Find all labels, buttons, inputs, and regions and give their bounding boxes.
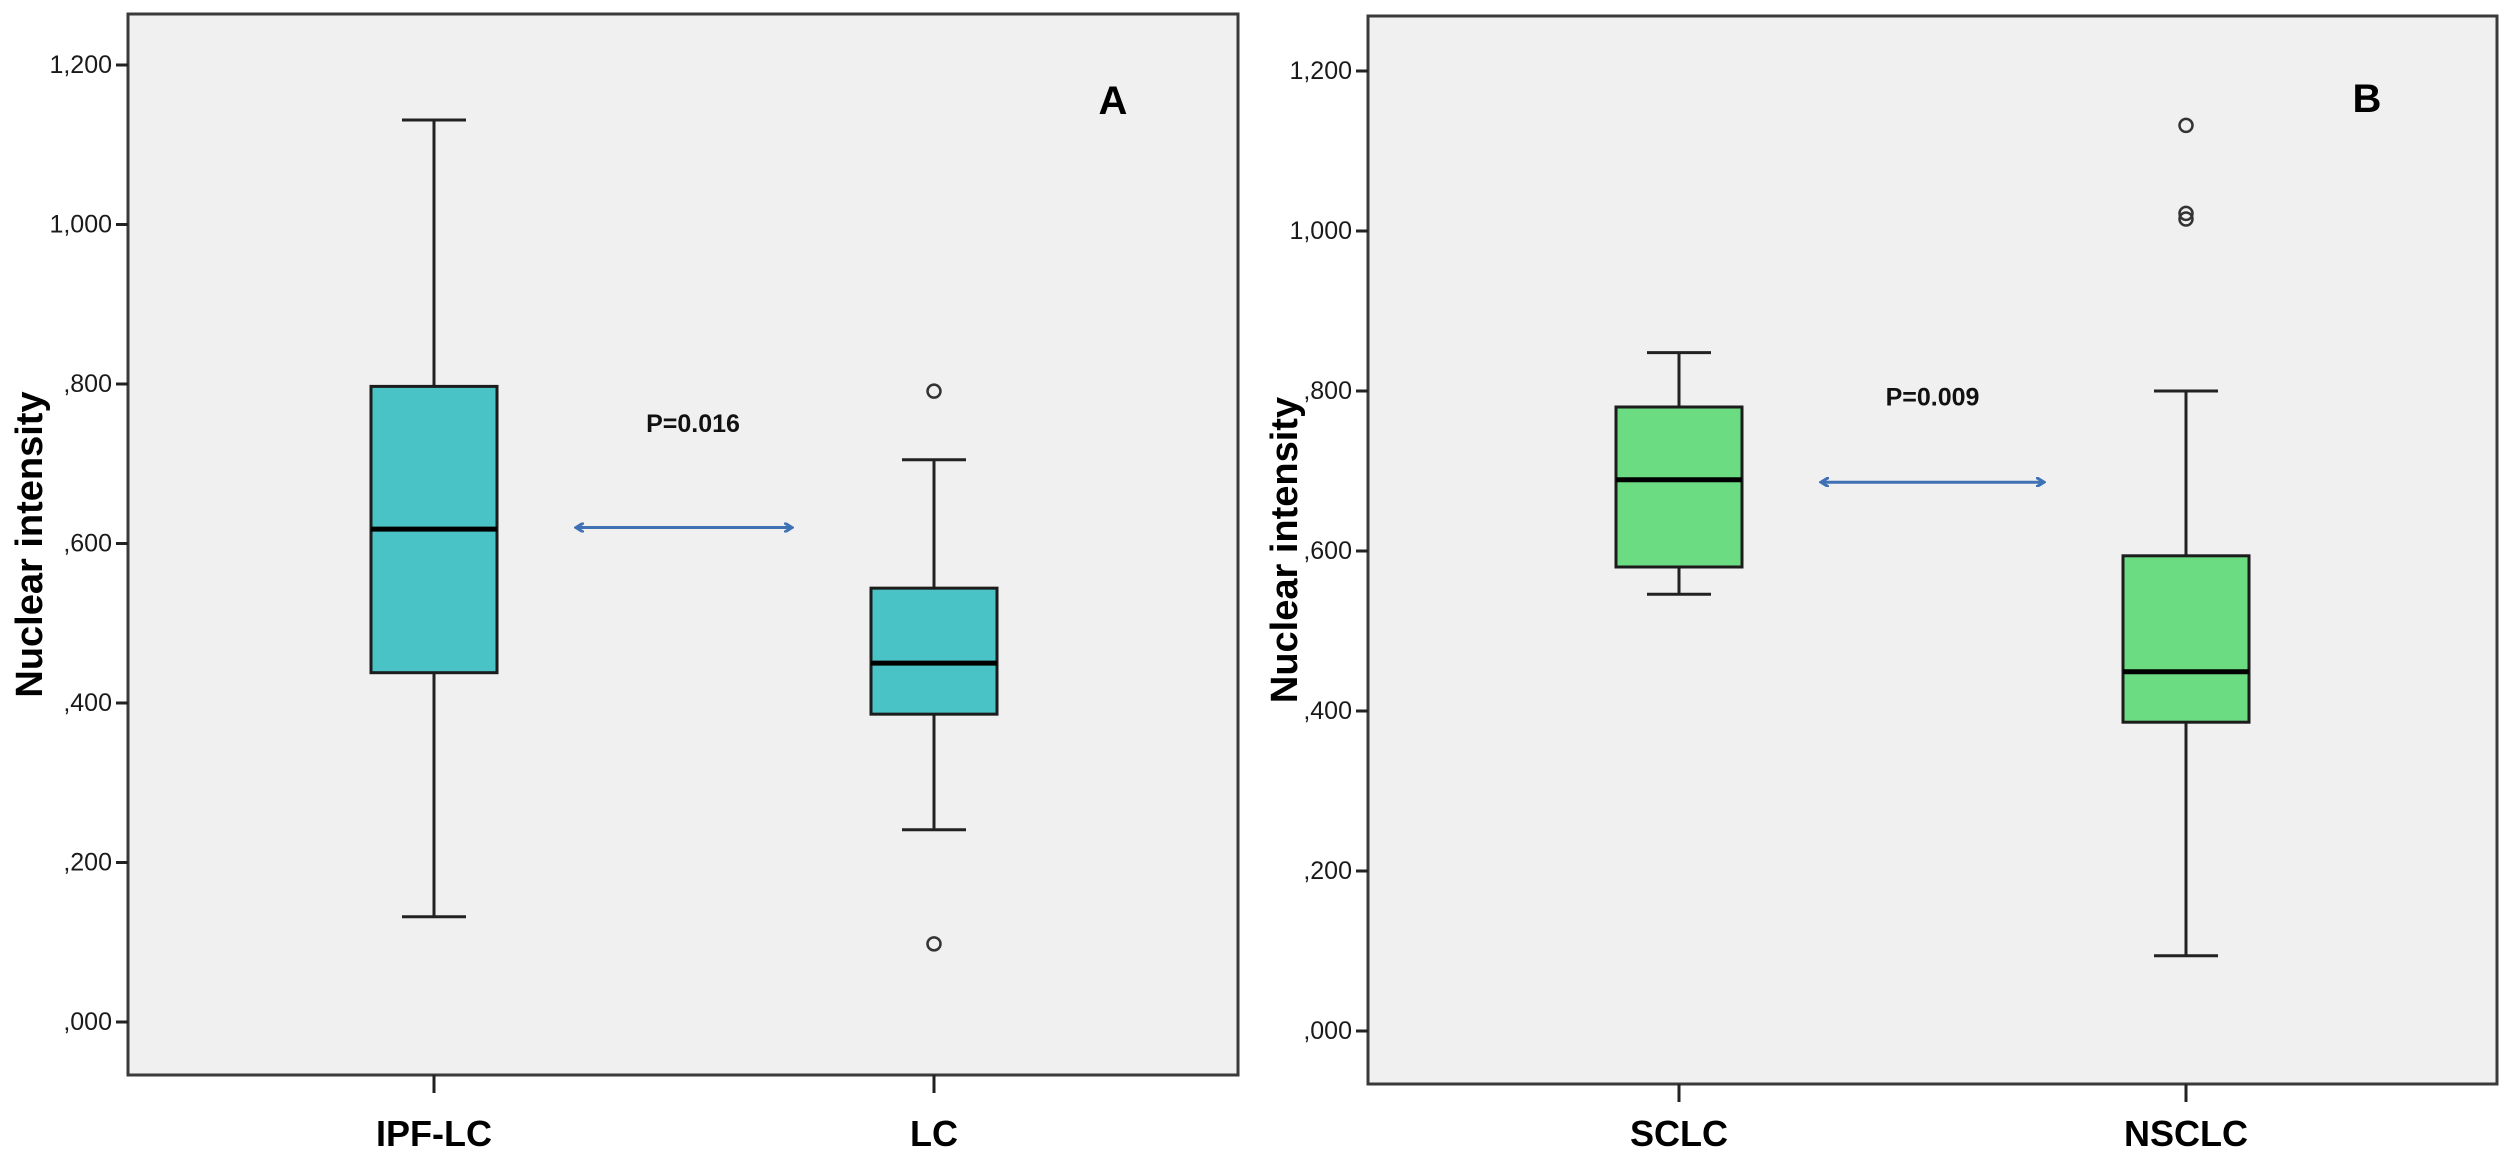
y-tick-label: 1,000 [1289, 217, 1352, 245]
p-value-label-a: P=0.016 [646, 410, 740, 438]
y-tick-label: ,000 [63, 1008, 112, 1036]
y-tick-label: 1,200 [1289, 57, 1352, 85]
iqr-box [1614, 405, 1744, 569]
boxplot-sclc [1614, 351, 1744, 596]
y-tick-label: ,400 [63, 689, 112, 717]
y-tick-label: ,400 [1303, 697, 1352, 725]
outlier-point [2178, 205, 2194, 222]
outlier-point [2178, 117, 2194, 134]
outlier-point [926, 936, 942, 952]
y-tick-label: ,000 [1303, 1017, 1352, 1045]
boxplot-ipf-lc [369, 118, 499, 919]
category-label-nsclc: NSCLC [2124, 1113, 2248, 1154]
category-label-lc: LC [910, 1113, 958, 1154]
y-tick-label: 1,000 [49, 211, 112, 239]
boxplot-lc [869, 383, 999, 952]
iqr-box [869, 586, 999, 716]
panel-b: Nuclear intensity B P=0.009 ,000 ,200 ,400… [1264, 14, 2499, 1154]
plot-area-b [1366, 14, 2499, 1086]
outlier-point [2178, 211, 2194, 227]
y-tick-label: ,200 [63, 849, 112, 877]
iqr-box [2121, 554, 2251, 724]
y-axis-title-a: Nuclear intensity [9, 391, 51, 697]
plot-area-a [126, 12, 1240, 1077]
y-tick-label: ,200 [1303, 857, 1352, 885]
boxplot-nsclc [2121, 117, 2251, 958]
y-tick-label: 1,200 [49, 51, 112, 79]
y-tick-label: ,800 [1303, 377, 1352, 405]
y-axis-title-b: Nuclear intensity [1264, 397, 1306, 703]
panel-a: Nuclear intensity A P=0.016 ,000 ,200 ,400… [9, 12, 1240, 1154]
outlier-point [926, 383, 942, 399]
y-tick-label: ,800 [63, 370, 112, 398]
y-tick-label: ,600 [1303, 537, 1352, 565]
p-value-label-b: P=0.009 [1886, 383, 1980, 411]
category-label-ipf-lc: IPF-LC [376, 1113, 492, 1154]
y-tick-label: ,600 [63, 530, 112, 558]
panel-label-b: B [2353, 77, 2382, 121]
panel-label-a: A [1099, 79, 1128, 123]
category-label-sclc: SCLC [1630, 1113, 1728, 1154]
